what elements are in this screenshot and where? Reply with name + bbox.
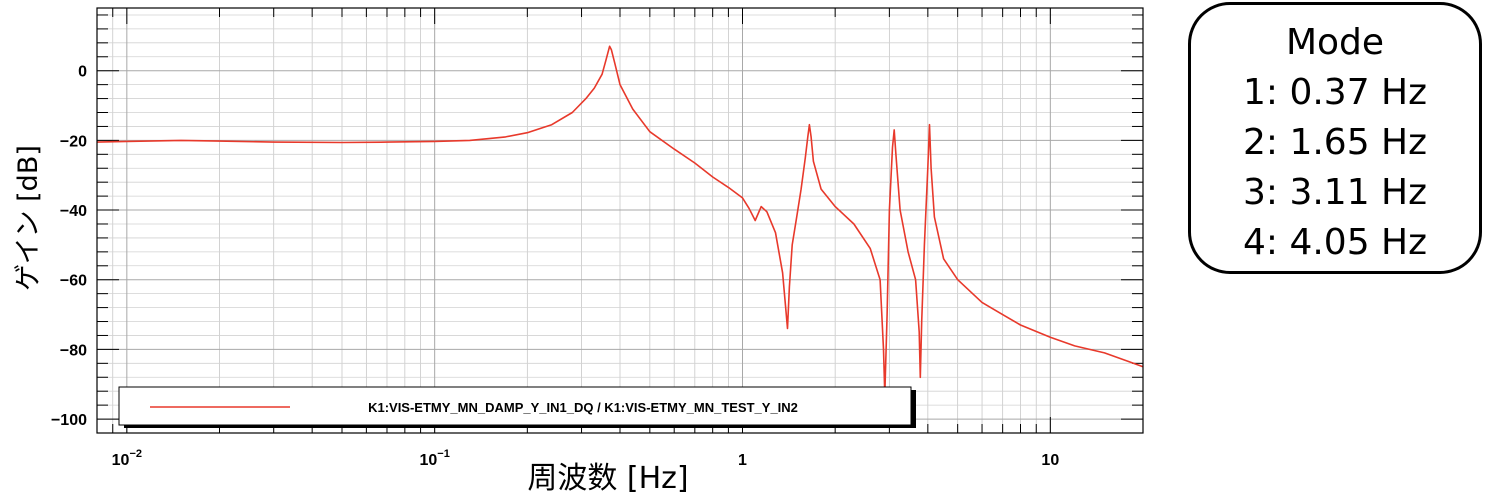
y-tick-labels: 0 −20 −40 −60 −80 −100 [51, 64, 87, 429]
y-tick-label: −80 [60, 342, 87, 359]
mode-box-title: Mode [1285, 22, 1385, 63]
gain-chart: 0 −20 −40 −60 −80 −100 10−2 10−1 1 10 ゲイン [dB] 周… [13, 7, 1144, 496]
x-tick-labels: 10−2 10−1 1 10 [112, 448, 1060, 469]
y-tick-label: −40 [60, 203, 87, 220]
x-tick-label: 10 [1041, 452, 1059, 469]
legend: K1:VIS-ETMY_MN_DAMP_Y_IN1_DQ / K1:VIS-ET… [118, 386, 916, 428]
x-tick-label: 10−1 [419, 448, 449, 469]
x-axis-label: 周波数 [Hz] [527, 461, 688, 496]
y-axis-label: ゲイン [dB] [13, 145, 44, 291]
plot-area-frame [96, 7, 1144, 434]
mode-line-4: 4: 4.05 Hz [1242, 222, 1428, 263]
x-tick-label: 10−2 [112, 448, 142, 469]
y-tick-label: 0 [78, 64, 87, 81]
series-layer [96, 45, 1144, 396]
mode-line-1: 1: 0.37 Hz [1242, 72, 1428, 113]
y-tick-label: −100 [51, 412, 87, 429]
minor-grid [96, 8, 1144, 434]
y-tick-label: −60 [60, 273, 87, 290]
mode-frequency-box: Mode 1: 0.37 Hz 2: 1.65 Hz 3: 3.11 Hz 4:… [1188, 2, 1482, 274]
mode-line-2: 2: 1.65 Hz [1242, 122, 1428, 163]
mode-line-3: 3: 3.11 Hz [1242, 172, 1428, 213]
legend-box [118, 386, 912, 426]
legend-entry-label: K1:VIS-ETMY_MN_DAMP_Y_IN1_DQ / K1:VIS-ET… [368, 400, 798, 415]
x-tick-label: 1 [738, 452, 747, 469]
y-tick-label: −20 [60, 133, 87, 150]
series-line-0 [96, 45, 1144, 396]
